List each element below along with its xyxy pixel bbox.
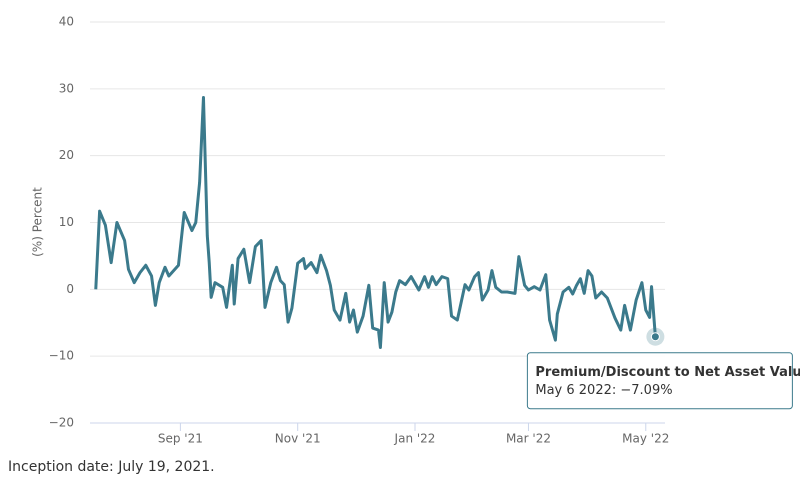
tooltip-title: Premium/Discount to Net Asset Value bbox=[535, 365, 800, 380]
hover-point bbox=[650, 332, 660, 342]
y-tick-label: 10 bbox=[59, 215, 74, 229]
y-tick-label: 40 bbox=[59, 15, 74, 29]
x-tick-label: May '22 bbox=[622, 432, 669, 446]
y-tick-label: 20 bbox=[59, 148, 74, 162]
data-line bbox=[94, 96, 657, 349]
y-tick-label: 30 bbox=[59, 81, 74, 95]
x-tick-label: Jan '22 bbox=[394, 432, 436, 446]
y-tick-label: −20 bbox=[49, 416, 74, 430]
x-tick-label: Mar '22 bbox=[506, 432, 551, 446]
x-tick-label: Nov '21 bbox=[275, 432, 321, 446]
y-tick-label: −10 bbox=[49, 349, 74, 363]
tooltip-box bbox=[526, 352, 793, 410]
y-tick-label: 0 bbox=[66, 282, 74, 296]
x-tick-label: Sep '21 bbox=[158, 432, 203, 446]
tooltip-text: May 6 2022: −7.09% bbox=[535, 383, 672, 398]
y-axis-label: (%) Percent bbox=[31, 187, 45, 257]
footer: Inception date: July 19, 2021. bbox=[8, 459, 215, 475]
